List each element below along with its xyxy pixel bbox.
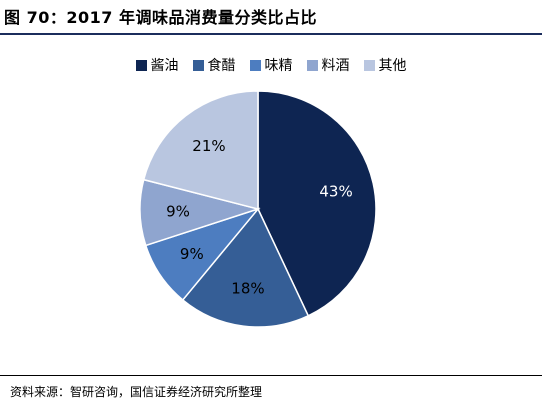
legend-label: 其他 — [378, 58, 407, 74]
legend-item: 食醋 — [192, 55, 236, 75]
chart-title: 图 70：2017 年调味品消费量分类比占比 — [4, 8, 317, 27]
legend-swatch — [306, 59, 318, 71]
legend-swatch — [249, 59, 261, 71]
slice-label: 21% — [192, 137, 225, 155]
legend-label: 味精 — [264, 58, 293, 74]
pie-slice — [181, 207, 310, 328]
slice-label: 43% — [319, 183, 352, 201]
legend-label: 食醋 — [207, 58, 236, 74]
footer-rule — [0, 375, 542, 376]
chart-legend: 酱油 食醋 味精 料酒 其他 — [0, 55, 542, 75]
title-rule — [0, 33, 542, 35]
pie-slice — [142, 90, 259, 210]
legend-label: 酱油 — [150, 58, 179, 74]
slice-label: 9% — [180, 245, 204, 263]
pie-slice — [257, 90, 377, 317]
legend-swatch — [192, 59, 204, 71]
slice-label: 18% — [231, 279, 264, 297]
legend-swatch — [135, 59, 147, 71]
legend-swatch — [363, 59, 375, 71]
legend-item: 料酒 — [306, 55, 350, 75]
legend-label: 料酒 — [321, 58, 350, 74]
legend-item: 其他 — [363, 55, 407, 75]
slice-label: 9% — [166, 203, 190, 221]
source-note: 资料来源：智研咨询，国信证券经济研究所整理 — [10, 385, 263, 399]
legend-item: 味精 — [249, 55, 293, 75]
legend-item: 酱油 — [135, 55, 179, 75]
